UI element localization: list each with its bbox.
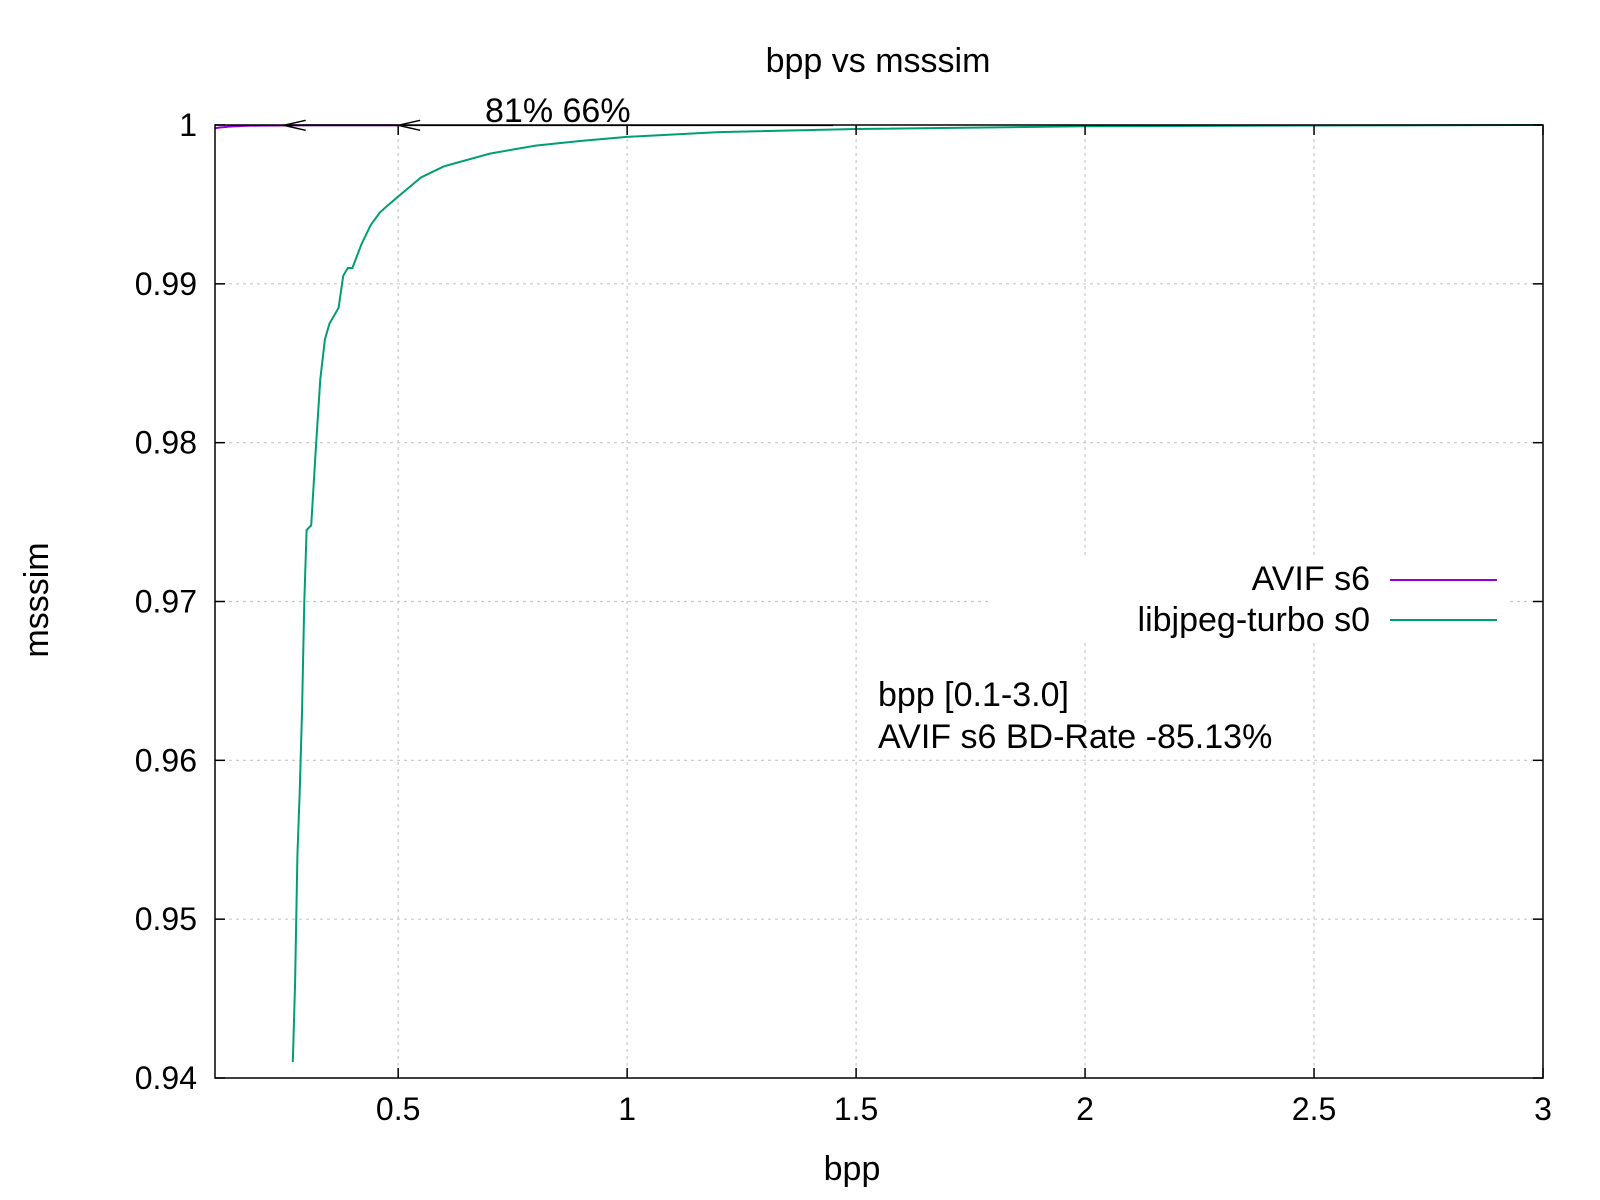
y-tick-label: 0.96 <box>135 742 197 778</box>
x-axis-label: bpp <box>824 1150 881 1188</box>
note-bd-rate: AVIF s6 BD-Rate -85.13% <box>878 718 1272 756</box>
chart-title: bpp vs msssim <box>766 42 991 80</box>
x-tick-label: 0.5 <box>376 1091 420 1127</box>
y-tick-label: 0.94 <box>135 1060 197 1096</box>
tick-layer: 0.5 1 1.5 2 2.5 3 0.94 0.95 0.96 0.97 0.98 0.99 1 <box>135 107 1552 1127</box>
legend-label-avif: AVIF s6 <box>1252 560 1370 598</box>
y-tick-label: 0.98 <box>135 425 197 461</box>
legend-label-libjpeg: libjpeg-turbo s0 <box>1138 601 1370 639</box>
x-tick-label: 3 <box>1534 1091 1552 1127</box>
note-bpp-range: bpp [0.1-3.0] <box>878 676 1069 714</box>
y-tick-label: 0.97 <box>135 584 197 620</box>
percent-annotation: 81% 66% <box>485 92 631 130</box>
x-tick-label: 2.5 <box>1292 1091 1336 1127</box>
x-tick-label: 2 <box>1076 1091 1094 1127</box>
series-line-libjpeg <box>291 124 1544 1063</box>
legend: AVIF s6 libjpeg-turbo s0 <box>992 556 1508 642</box>
bd-rate-notes: bpp [0.1-3.0] AVIF s6 BD-Rate -85.13% <box>878 676 1272 756</box>
x-tick-label: 1.5 <box>834 1091 878 1127</box>
y-axis-label: msssim <box>18 542 56 657</box>
y-tick-label: 0.95 <box>135 901 197 937</box>
y-tick-label: 0.99 <box>135 266 197 302</box>
y-tick-label: 1 <box>179 107 197 143</box>
x-tick-label: 1 <box>618 1091 636 1127</box>
legend-background <box>992 556 1508 642</box>
